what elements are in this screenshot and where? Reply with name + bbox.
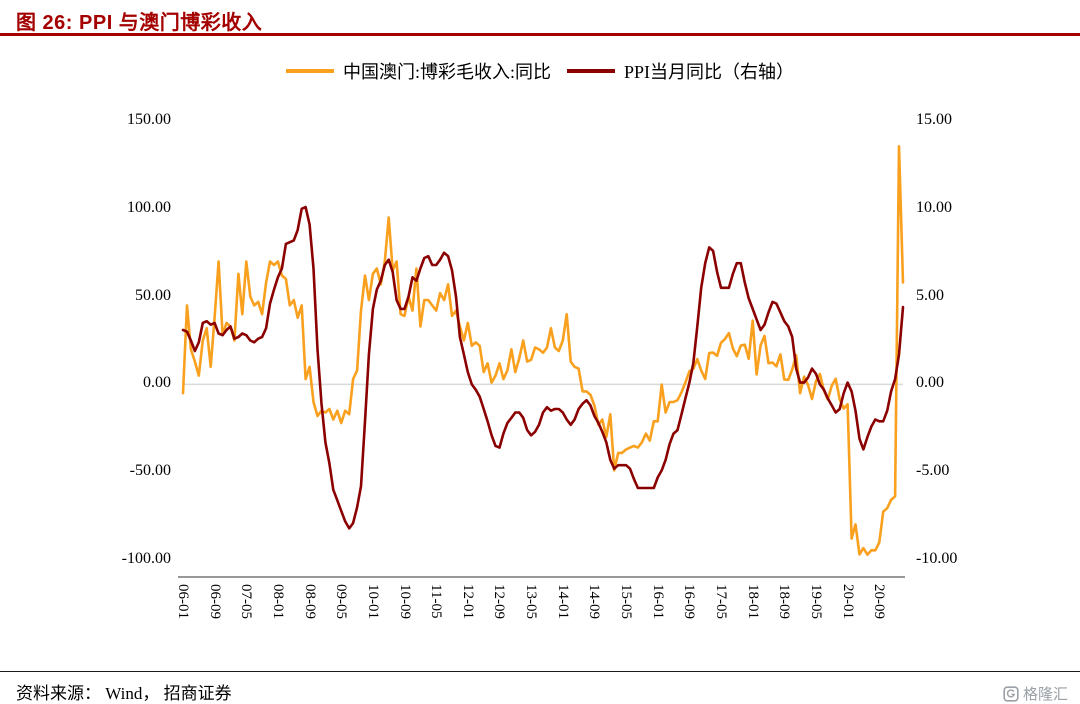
x-axis-tick: 10-09: [396, 584, 413, 619]
x-axis-tick: 14-09: [586, 584, 603, 619]
legend-item-ppi: PPI当月同比（右轴）: [567, 58, 794, 84]
x-axis-tick: 08-01: [269, 584, 286, 619]
legend-swatch-ppi: [567, 69, 615, 73]
x-axis-tick: 14-01: [554, 584, 571, 619]
right-axis-tick: -10.00: [916, 550, 958, 567]
gelonghui-logo-icon: [1003, 685, 1019, 702]
x-axis-tick: 12-01: [459, 584, 476, 619]
right-axis-tick: 15.00: [916, 111, 952, 128]
series-line-ppi: [181, 205, 905, 530]
x-axis-tick: 06-01: [175, 584, 191, 619]
left-axis-tick: -100.00: [121, 550, 171, 567]
x-axis-tick: 20-09: [871, 584, 888, 619]
left-axis-tick: 150.00: [127, 111, 171, 128]
left-axis-tick: 50.00: [135, 286, 171, 304]
right-axis-tick: 5.00: [916, 286, 944, 304]
x-axis-tick: 08-09: [301, 584, 318, 619]
x-axis-tick: 12-09: [491, 584, 508, 619]
x-axis-tick: 09-05: [333, 584, 350, 619]
legend-item-macau: 中国澳门:博彩毛收入:同比: [285, 58, 551, 84]
footer-divider: [0, 671, 1080, 672]
right-axis-tick: -5.00: [916, 462, 950, 480]
gelonghui-logo-text: 格隆汇: [1022, 687, 1068, 703]
left-axis-tick: 100.00: [127, 198, 171, 216]
figure-title: 图 26: PPI 与澳门博彩收入: [16, 12, 263, 34]
right-axis-tick: 0.00: [916, 374, 944, 392]
left-axis-tick: 0.00: [143, 374, 171, 392]
x-axis-tick: 11-05: [428, 584, 445, 619]
x-axis-tick: 16-09: [681, 584, 698, 619]
chart-legend: 中国澳门:博彩毛收入:同比 PPI当月同比（右轴）: [0, 58, 1080, 84]
legend-label-macau: 中国澳门:博彩毛收入:同比: [342, 62, 551, 82]
x-axis-tick: 18-09: [776, 584, 793, 619]
x-axis-tick: 16-01: [649, 584, 666, 619]
legend-swatch-macau: [285, 69, 334, 73]
gelonghui-logo: 格隆汇: [1003, 683, 1068, 704]
x-axis-tick: 17-05: [713, 584, 730, 619]
series-line-macau: [181, 145, 905, 557]
source-note: 资料来源： Wind， 招商证券: [16, 684, 232, 703]
x-axis-tick: 20-01: [839, 584, 856, 619]
right-axis-tick: 10.00: [916, 198, 952, 216]
x-axis-tick: 06-09: [206, 584, 223, 619]
x-axis-tick: 07-05: [238, 584, 255, 619]
x-axis-tick: 19-05: [807, 584, 824, 619]
x-axis-tick: 15-05: [618, 584, 635, 619]
x-axis-tick: 13-05: [523, 584, 540, 619]
x-axis-tick: 10-01: [364, 584, 381, 619]
left-axis-tick: -50.00: [129, 462, 171, 480]
title-divider: [0, 33, 1080, 36]
x-axis-tick: 18-01: [744, 584, 761, 619]
legend-label-ppi: PPI当月同比（右轴）: [624, 62, 795, 82]
